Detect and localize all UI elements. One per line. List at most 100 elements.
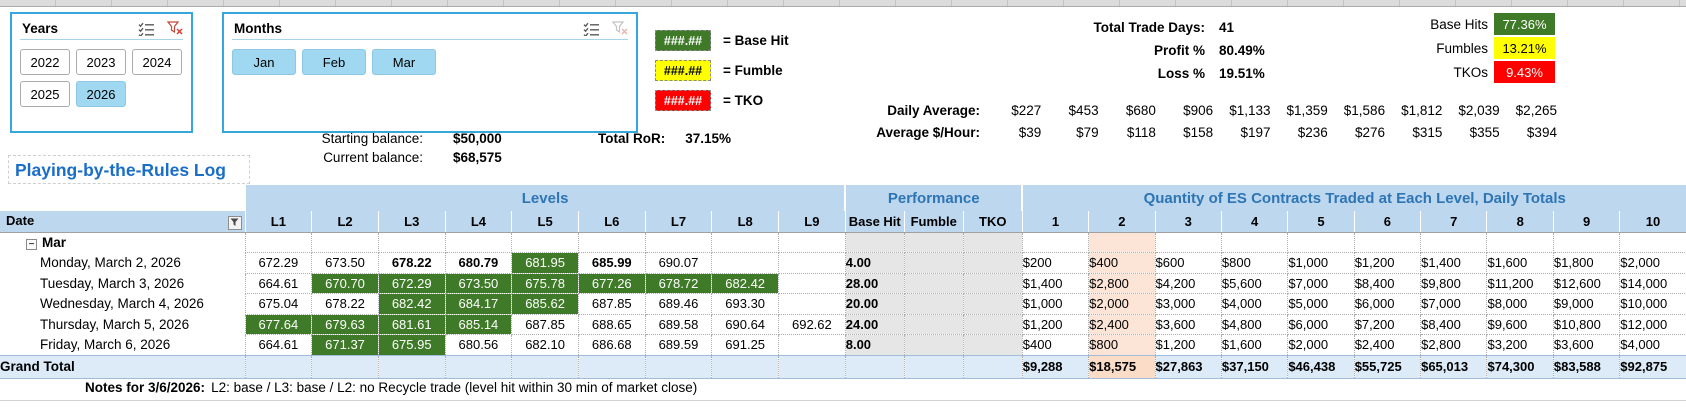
year-button-2025[interactable]: 2025 [20,81,70,107]
qty-cell: $400 [1022,334,1090,356]
qty-cell: $12,000 [1619,314,1686,335]
date-cell: Friday, March 6, 2026 [0,334,245,355]
summary-stat: Loss % 19.51% [1045,62,1265,85]
level-header-L1: L1 [245,211,313,233]
year-button-2026[interactable]: 2026 [76,81,126,107]
qty-cell: $5,600 [1221,273,1289,294]
qty-cell: $3,000 [1155,293,1222,315]
total-ror: Total RoR: 37.15% [598,131,731,146]
qty-cell: $4,200 [1155,273,1222,294]
clear-filter-icon[interactable] [167,21,183,36]
fumble-cell [904,293,964,315]
level-cell: 679.63 [311,314,379,335]
grand-total-perf-cell [963,354,1023,379]
perf-cell [904,232,964,253]
perf-header: Fumble [904,211,964,233]
level-cell: 687.85 [511,314,579,335]
qty-cell: $2,000 [1088,293,1156,315]
grand-total-level-cell [445,354,513,379]
level-cell: 688.65 [578,314,646,335]
level-cell [511,232,579,253]
level-cell: 672.29 [244,252,313,274]
grand-total-qty-cell: $74,300 [1486,354,1554,379]
grand-total-qty-cell: $65,013 [1420,354,1488,379]
grand-total-level-cell [311,354,379,379]
date-column-header: Date [0,211,246,233]
date-cell: Thursday, March 5, 2026 [0,314,245,335]
daily-average-value: $1,586 [1343,103,1386,118]
collapse-month-button[interactable]: − [26,239,37,250]
qty-cell: $2,800 [1420,334,1488,356]
level-cell: 685.14 [445,314,513,335]
base-hit-cell: 4.00 [845,252,905,274]
grand-total-qty-cell: $9,288 [1022,354,1090,379]
month-button-feb[interactable]: Feb [302,49,366,75]
level-header-L6: L6 [578,211,646,233]
months-slicer: Months Jan Feb Mar [222,12,638,133]
qty-cell: $400 [1088,252,1156,274]
hit-rate-row: TKOs 9.43% [1368,60,1555,84]
level-cell [311,232,379,253]
multi-select-icon[interactable] [138,22,155,36]
level-cell [778,273,846,294]
level-cell [778,293,846,315]
date-filter-button[interactable] [227,215,242,230]
level-cell: 673.50 [311,252,379,274]
qty-cell: $1,600 [1221,334,1289,356]
qty-cell [1354,232,1422,253]
level-header-L3: L3 [378,211,446,233]
level-cell: 685.99 [578,252,646,274]
level-cell [778,334,846,356]
grand-total-qty-cell: $55,725 [1354,354,1422,379]
group-header-performance: Performance [844,185,1023,211]
qty-cell: $12,600 [1553,273,1621,294]
qty-cell [1155,232,1222,253]
qty-header-8: 8 [1486,211,1554,233]
notes-label: Notes for 3/6/2026: [85,380,206,395]
month-button-mar[interactable]: Mar [372,49,436,75]
qty-cell [1221,232,1289,253]
summary-stat: Total Trade Days: 41 [1045,16,1265,39]
hit-rate-badge: 9.43% [1494,61,1555,83]
legend-item: ###.## = Fumble [655,60,789,81]
clear-filter-icon[interactable] [612,21,628,36]
level-cell: 689.59 [645,334,713,356]
daily-average-value: $906 [1183,103,1214,118]
grand-total-qty-cell: $92,875 [1619,354,1686,379]
stat-value: 19.51% [1219,66,1265,81]
year-button-2024[interactable]: 2024 [132,49,182,75]
legend-swatch: ###.## [655,90,711,111]
daily-average-value: $1,359 [1286,103,1328,118]
multi-select-icon[interactable] [583,22,600,36]
qty-cell [1553,232,1621,253]
qty-cell: $2,000 [1619,252,1686,274]
daily-average-value: $1,133 [1229,103,1271,118]
tko-cell [963,273,1023,294]
year-button-2023[interactable]: 2023 [76,49,126,75]
level-cell: 684.17 [445,293,513,315]
qty-cell: $2,400 [1088,314,1156,335]
fumble-cell [904,273,964,294]
qty-cell [1088,232,1156,253]
slicer-divider [20,39,183,40]
qty-cell: $6,000 [1354,293,1422,315]
grand-total-qty-cell: $18,575 [1088,354,1156,379]
daily-average-row: Daily Average: $227 $453 $680 $906 $1,133 $1,… [800,103,1557,118]
month-button-jan[interactable]: Jan [232,49,296,75]
legend: ###.## = Base Hit ###.## = Fumble ###.## = TK… [655,30,789,120]
fumble-cell [904,334,964,356]
group-header-levels: Levels [243,185,846,211]
level-cell [778,252,846,274]
avg-hour-value: $315 [1412,125,1443,140]
hit-rate-stats: Base Hits 77.36% Fumbles 13.21% TKOs 9.43% [1368,12,1555,84]
year-button-2022[interactable]: 2022 [20,49,70,75]
level-cell: 670.70 [311,273,379,294]
date-cell: Wednesday, March 4, 2026 [0,293,245,314]
avg-hour-values: $39 $79 $118 $158 $197 $236 $276 $315 $355 $394 [984,125,1557,140]
level-cell [244,232,313,253]
fumble-cell [904,252,964,274]
daily-average-value: $680 [1125,103,1156,118]
perf-cell [845,232,905,253]
month-group-label: Mar [42,235,67,250]
current-balance-label: Current balance: [323,150,423,165]
